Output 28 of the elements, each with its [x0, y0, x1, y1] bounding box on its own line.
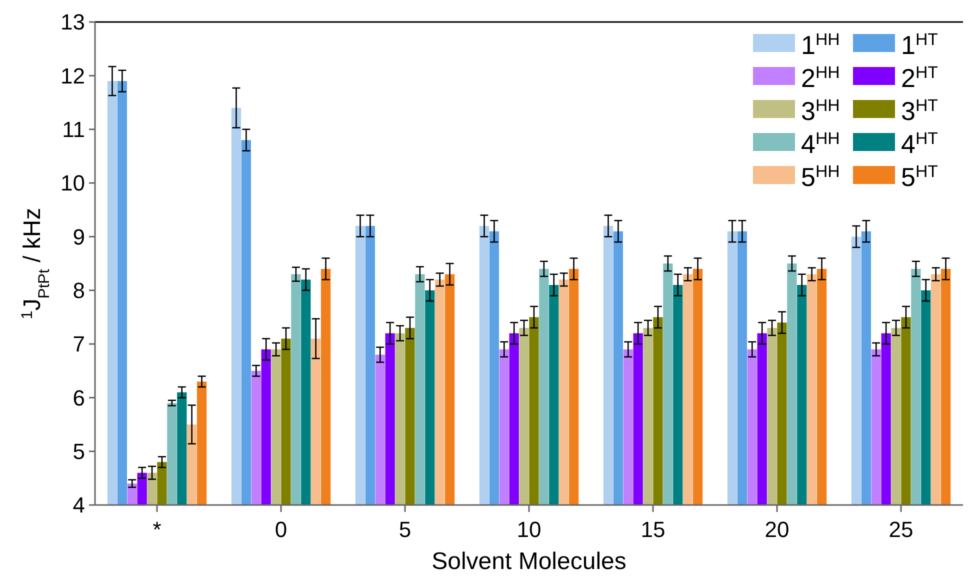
legend-label: 5$^{HH}$: [801, 162, 840, 192]
x-tick-label: 0: [274, 517, 288, 542]
y-tick-label: 6: [72, 385, 85, 410]
y-tick-label: 13: [60, 10, 85, 35]
y-tick-label: 5: [72, 439, 85, 464]
y-tick-label: 8: [72, 278, 85, 304]
y-tick-label: 9: [72, 224, 85, 250]
y-tick-label: 10: [60, 170, 85, 196]
legend-label: 2$^{HT}$: [901, 62, 938, 93]
x-tick-label: *: [152, 517, 162, 542]
x-axis-title: Solvent Molecules: [432, 548, 626, 575]
x-tick-label: 25: [888, 517, 914, 542]
x-tick-label: 15: [640, 517, 666, 542]
legend-label: 1$^{HT}$: [901, 30, 938, 60]
legend-label: 4$^{HH}$: [801, 128, 840, 159]
x-tick-label: 5: [398, 517, 412, 542]
legend-label: 3$^{HT}$: [901, 96, 938, 126]
y-tick-label: 12: [60, 63, 85, 88]
legend-label: 2$^{HH}$: [801, 62, 840, 93]
legend-label: 1$^{HH}$: [801, 30, 840, 60]
y-tick-label: 4: [72, 492, 85, 518]
legend-label: 3$^{HH}$: [801, 96, 840, 126]
x-tick-label: 20: [764, 517, 790, 542]
legend-label: 4$^{HT}$: [901, 128, 938, 159]
legend-label: 5$^{HT}$: [901, 162, 938, 192]
y-tick-label: 11: [62, 117, 85, 142]
y-tick-label: 7: [72, 332, 85, 357]
x-tick-label: 10: [516, 517, 542, 542]
